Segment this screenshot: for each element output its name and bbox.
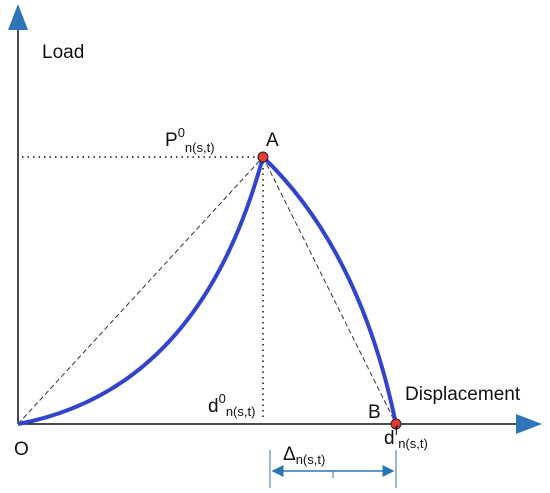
peak-load-label: P0n(s,t) [165, 125, 215, 155]
y-axis-arrow [8, 4, 28, 30]
sup: 0 [219, 391, 226, 406]
sup: f [395, 423, 399, 438]
secant-oa [17, 156, 264, 425]
peak-displacement-label: d0n(s,t) [208, 391, 255, 419]
sup: 0 [178, 125, 185, 140]
sub: n(s,t) [398, 436, 428, 451]
point-a [257, 151, 269, 163]
sub: n(s,t) [226, 404, 256, 419]
sub: n(s,t) [296, 452, 326, 467]
base: d [384, 428, 395, 449]
sub: n(s,t) [185, 140, 215, 155]
base: d [208, 396, 219, 417]
x-axis-arrow [516, 414, 542, 434]
base: Δ [283, 444, 296, 465]
delta-label: Δn(s,t) [283, 444, 325, 467]
point-a-label: A [266, 130, 279, 151]
final-displacement-label: dfn(s,t) [384, 423, 428, 451]
point-b [390, 418, 402, 430]
point-b-label: B [368, 402, 381, 423]
x-axis-label: Displacement [405, 384, 521, 405]
base: P [165, 130, 178, 151]
loading-curve [17, 156, 265, 426]
origin-label: O [14, 439, 29, 460]
softening-curve [261, 155, 398, 425]
y-axis-label: Load [42, 42, 84, 63]
secant-ab [262, 156, 397, 425]
